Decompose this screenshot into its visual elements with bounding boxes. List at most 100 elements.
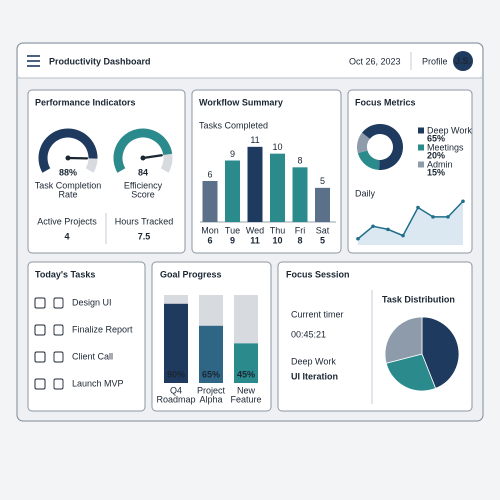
day-value: 9	[230, 235, 235, 245]
avatar[interactable]	[453, 51, 473, 71]
line-point	[461, 199, 465, 204]
gauge-value: 88%	[59, 167, 77, 177]
panel-title: Performance Indicators	[35, 97, 136, 107]
task-label: Design UI	[72, 297, 112, 307]
x-tick-label: Sat	[316, 225, 330, 235]
gauge-value: 84	[138, 167, 148, 177]
header-bar	[18, 44, 482, 78]
stat-label: Active Projects	[37, 216, 97, 226]
bar	[225, 160, 240, 222]
task-label: Client Call	[72, 351, 113, 361]
bar-value-label: 9	[230, 149, 235, 159]
legend-swatch	[418, 161, 424, 168]
line-point	[416, 205, 420, 210]
pie-slice	[385, 353, 437, 392]
stat-label: Hours Tracked	[115, 216, 174, 226]
timer-label: Current timer	[291, 309, 344, 319]
pie-slice	[384, 316, 423, 364]
progress-bar	[234, 343, 258, 383]
task-icon	[53, 351, 64, 363]
session-mode: Deep Work	[291, 356, 336, 366]
checkbox[interactable]	[34, 378, 46, 390]
gauge-hub	[65, 155, 71, 161]
line	[357, 200, 464, 240]
line-point	[371, 224, 375, 229]
legend-label: Meetings	[427, 142, 464, 152]
legend-swatch	[418, 144, 424, 151]
donut-segment	[361, 124, 403, 170]
line-point	[431, 215, 435, 219]
day-value: 11	[250, 235, 260, 245]
pie-slice	[421, 316, 460, 389]
task-icon	[53, 297, 64, 309]
bar	[315, 187, 330, 222]
donut-segment	[357, 150, 380, 170]
x-tick-label: Wed	[246, 225, 264, 235]
bar-value-label: 8	[297, 156, 302, 166]
legend-value: 20%	[427, 150, 445, 160]
goal-name: Roadmap	[156, 394, 195, 404]
menu-button[interactable]	[27, 55, 40, 67]
date: Oct 26, 2023	[349, 56, 401, 66]
stat-value: 7.5	[138, 231, 151, 241]
session-task: UI Iteration	[291, 371, 338, 381]
progress-label: 45%	[237, 369, 255, 379]
task-label: Launch MVP	[72, 378, 124, 388]
bar	[247, 146, 263, 222]
legend-value: 15%	[427, 167, 445, 177]
day-value: 5	[320, 235, 325, 245]
panel-title: Goal Progress	[160, 269, 222, 279]
panel	[27, 261, 146, 412]
gauge-needle	[141, 154, 163, 160]
panel-title: Today's Tasks	[35, 269, 95, 279]
bar-value-label: 5	[320, 176, 325, 186]
panel-title: Workflow Summary	[199, 97, 283, 107]
gauge-label: Rate	[58, 189, 77, 199]
avatar-initials: J.S.	[455, 56, 471, 66]
goal-name: Project	[197, 385, 226, 395]
progress-bar	[199, 325, 223, 383]
task-label: Finalize Report	[72, 324, 133, 334]
task-icon	[53, 324, 64, 336]
legend-value: 65%	[427, 133, 445, 143]
line-point	[356, 236, 360, 241]
goal-name: Q4	[170, 385, 182, 395]
progress-label: 90%	[167, 369, 185, 379]
line-point	[446, 215, 450, 219]
donut-segment	[357, 132, 371, 154]
legend-label: Admin	[427, 159, 453, 169]
bar-value-label: 6	[207, 169, 212, 179]
x-tick-label: Tue	[225, 225, 240, 235]
bar-value-label: 10	[272, 142, 282, 152]
legend-swatch	[418, 127, 424, 134]
line-point	[386, 227, 390, 232]
task-icon	[53, 378, 64, 390]
gauge-hub	[140, 155, 146, 161]
progress-bar	[164, 303, 188, 383]
gauge-arc	[38, 128, 98, 173]
timer: 00:45:21	[291, 329, 326, 339]
x-tick-label: Thu	[270, 225, 286, 235]
goal-name: Feature	[230, 394, 261, 404]
stat-value: 4	[64, 231, 69, 241]
chart-title: Daily	[355, 188, 376, 198]
x-tick-label: Fri	[295, 225, 306, 235]
chart-subtitle: Tasks Completed	[199, 120, 268, 130]
checkbox[interactable]	[34, 351, 46, 363]
checkbox[interactable]	[34, 324, 46, 336]
profile-label: Profile	[422, 56, 448, 66]
panel-title: Focus Metrics	[355, 97, 416, 107]
day-value: 6	[207, 235, 212, 245]
progress-label: 65%	[202, 369, 220, 379]
bar	[292, 167, 308, 222]
gauge-label: Efficiency	[124, 180, 163, 190]
day-value: 8	[297, 235, 302, 245]
panel-title: Focus Session	[286, 269, 350, 279]
checkbox[interactable]	[34, 297, 46, 309]
gauge-arc	[113, 128, 173, 173]
x-tick-label: Mon	[201, 225, 219, 235]
day-value: 10	[272, 235, 282, 245]
gauge-label: Task Completion	[35, 180, 102, 190]
